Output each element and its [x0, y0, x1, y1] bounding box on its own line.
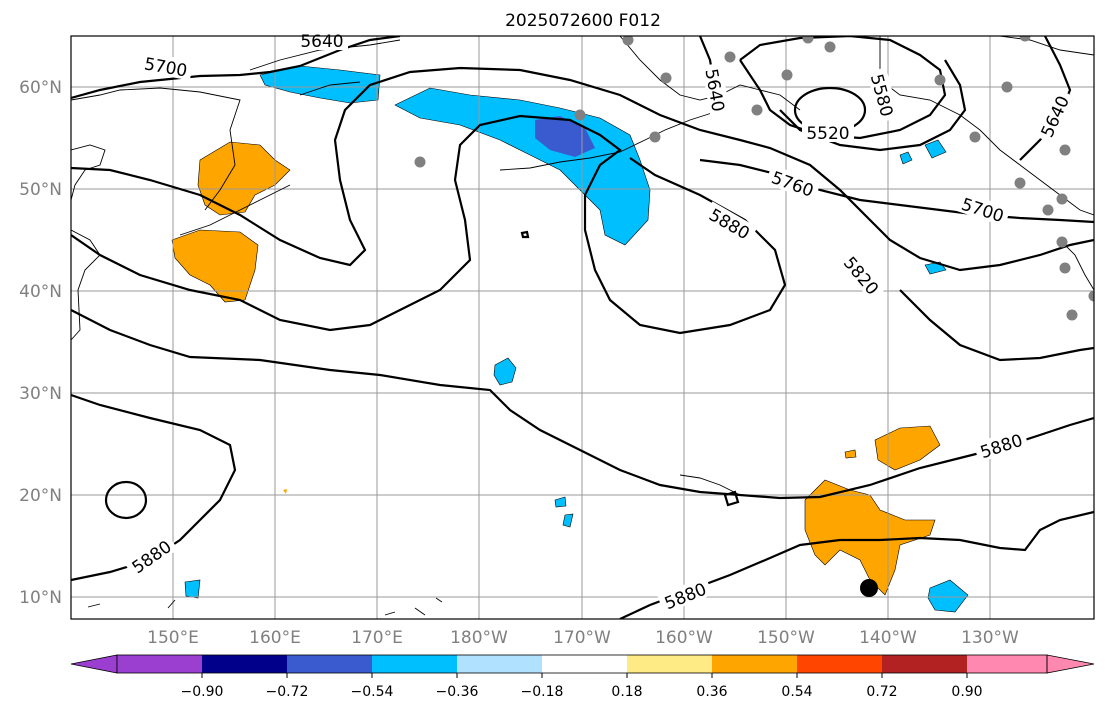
- colorbar: −0.90 −0.72 −0.54 −0.36 −0.18 0.18 0.36 …: [70, 654, 1095, 700]
- lon-label: 160°E: [249, 628, 301, 648]
- colorbar-extend-min: [70, 654, 118, 674]
- colorbar-tick-label: −0.18: [521, 684, 564, 700]
- lon-label: 170°E: [351, 628, 403, 648]
- colorbar-segment: [372, 655, 457, 673]
- colorbar-tick-label: 0.72: [866, 684, 897, 700]
- station-dot: [414, 156, 426, 168]
- lat-label: 50°N: [19, 180, 62, 200]
- lon-label: 160°W: [655, 628, 713, 648]
- station-dot: [660, 72, 672, 84]
- station-dot: [824, 41, 836, 53]
- lat-label: 20°N: [19, 486, 62, 506]
- colorbar-segment: [627, 655, 712, 673]
- station-dot: [1042, 204, 1054, 216]
- station-dot: [1088, 290, 1094, 302]
- station-dot: [969, 131, 981, 143]
- station-dot: [1059, 144, 1071, 156]
- lat-label: 60°N: [19, 78, 62, 98]
- lon-label: 150°W: [757, 628, 815, 648]
- longitude-labels: 150°E 160°E 170°E 180°W 170°W 160°W 150°…: [147, 628, 1019, 648]
- lon-label: 170°W: [553, 628, 611, 648]
- figure-title: 2025072600 F012: [505, 11, 661, 31]
- station-dot: [1066, 309, 1078, 321]
- colorbar-tick-label: −0.54: [351, 684, 394, 700]
- lon-label: 180°W: [450, 628, 508, 648]
- gridlines: [71, 36, 1094, 619]
- station-dot: [781, 69, 793, 81]
- station-dot: [1056, 236, 1068, 248]
- colorbar-tick-label: 0.90: [951, 684, 982, 700]
- colorbar-segment: [542, 655, 627, 673]
- contour-label: 5520: [806, 124, 849, 144]
- lat-label: 40°N: [19, 282, 62, 302]
- station-dot: [1019, 36, 1031, 42]
- colorbar-segment: [202, 655, 287, 673]
- positive-anomaly-shading: [171, 141, 941, 596]
- station-dot: [574, 109, 586, 121]
- colorbar-tick-label: −0.90: [181, 684, 224, 700]
- contour-label: 5640: [300, 32, 343, 52]
- colorbar-tick-label: 0.18: [611, 684, 642, 700]
- colorbar-segment: [287, 655, 372, 673]
- colorbar-ticks: [201, 673, 968, 678]
- colorbar-outline: [116, 654, 1048, 674]
- colorbar-segment: [882, 655, 967, 673]
- station-dot: [1056, 193, 1068, 205]
- colorbar-segment: [457, 655, 542, 673]
- colorbar-tick-label: −0.72: [266, 684, 309, 700]
- colorbar-tick-label: 0.54: [781, 684, 812, 700]
- station-dot: [649, 131, 661, 143]
- colorbar-extend-max: [1046, 654, 1095, 674]
- colorbar-segment: [117, 655, 202, 673]
- colorbar-tick-label: 0.36: [696, 684, 727, 700]
- colorbar-segment: [797, 655, 882, 673]
- station-dot: [724, 51, 736, 63]
- colorbar-segment: [712, 655, 797, 673]
- colorbar-segment: [967, 655, 1047, 673]
- lon-label: 130°W: [961, 628, 1019, 648]
- lon-label: 150°E: [147, 628, 199, 648]
- colorbar-tick-label: −0.36: [436, 684, 479, 700]
- station-dot: [1059, 262, 1071, 274]
- station-dot: [802, 36, 814, 44]
- lon-label: 140°W: [859, 628, 917, 648]
- station-dot: [934, 74, 946, 86]
- map-frame: [70, 35, 1095, 620]
- station-dot: [1001, 81, 1013, 93]
- lat-label: 30°N: [19, 384, 62, 404]
- latitude-labels: 60°N 50°N 40°N 30°N 20°N 10°N: [19, 78, 62, 608]
- station-dot: [1014, 177, 1026, 189]
- station-dot: [751, 104, 763, 116]
- lat-label: 10°N: [19, 588, 62, 608]
- center-marker: [860, 579, 878, 597]
- station-dot: [622, 36, 634, 46]
